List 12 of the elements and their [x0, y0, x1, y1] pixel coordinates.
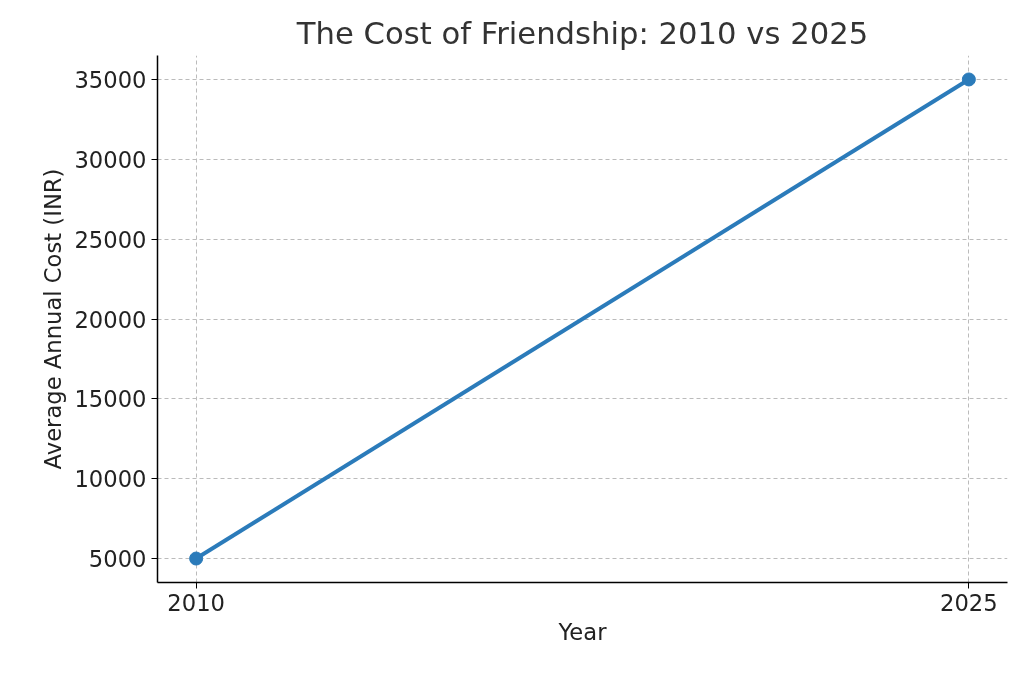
y-tick-label: 30000 [74, 146, 147, 173]
x-tick-label: 2025 [940, 589, 998, 616]
y-tick-label: 5000 [88, 546, 147, 573]
y-tick-label: 10000 [74, 466, 147, 493]
y-tick-label: 25000 [74, 226, 147, 253]
x-axis-title: Year [557, 618, 608, 645]
y-tick-label: 15000 [74, 386, 147, 413]
y-tick-label: 20000 [74, 306, 147, 333]
x-tick-label: 2010 [167, 589, 225, 616]
y-axis-title: Average Annual Cost (INR) [40, 168, 67, 470]
y-tick-label: 35000 [74, 66, 147, 93]
chart-title: The Cost of Friendship: 2010 vs 2025 [295, 15, 869, 51]
